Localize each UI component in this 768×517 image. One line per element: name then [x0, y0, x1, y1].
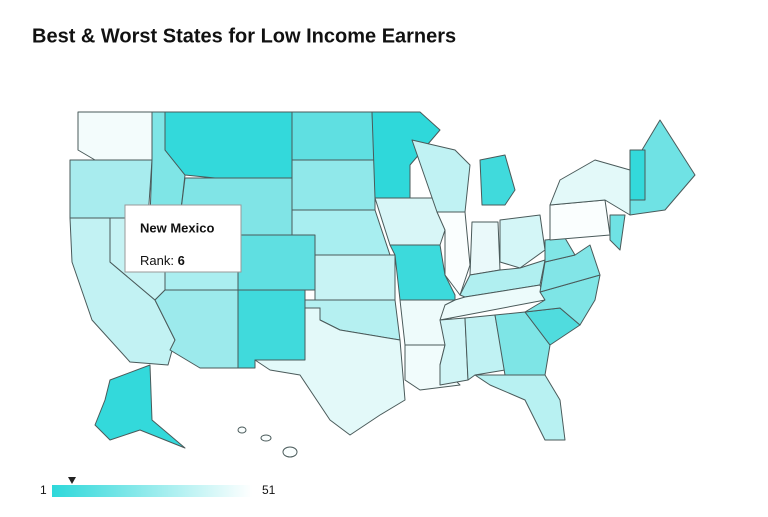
state[interactable] — [291, 159, 376, 211]
state[interactable] — [282, 446, 298, 458]
state[interactable] — [237, 426, 247, 434]
state[interactable] — [260, 434, 272, 442]
state[interactable] — [469, 221, 501, 276]
state[interactable] — [464, 314, 506, 381]
state[interactable] — [474, 374, 566, 441]
state[interactable] — [629, 119, 696, 216]
title: Best & Worst States for Low Income Earne… — [32, 25, 456, 47]
state[interactable] — [629, 149, 646, 201]
state[interactable] — [524, 274, 601, 326]
state[interactable] — [494, 311, 551, 376]
tooltip-rank: Rank: 6 — [140, 253, 185, 268]
rank-value: 6 — [178, 253, 185, 268]
state[interactable] — [479, 154, 516, 206]
state[interactable] — [411, 139, 471, 213]
state[interactable] — [549, 199, 611, 241]
state[interactable] — [439, 317, 469, 386]
state[interactable] — [254, 307, 406, 436]
state[interactable] — [291, 111, 376, 161]
state[interactable] — [164, 111, 293, 179]
legend: 1 51 — [40, 477, 276, 497]
rank-label: Rank: — [140, 253, 174, 268]
state[interactable] — [314, 254, 396, 301]
state[interactable] — [499, 214, 546, 269]
legend-min: 1 — [40, 483, 47, 497]
legend-max: 51 — [262, 483, 276, 497]
tooltip-state: New Mexico — [140, 220, 214, 235]
state[interactable] — [389, 244, 456, 301]
tooltip-box — [124, 204, 242, 273]
state[interactable] — [77, 111, 153, 161]
state[interactable] — [609, 214, 626, 251]
state[interactable] — [237, 289, 306, 369]
legend-marker — [68, 477, 76, 484]
us-states — [69, 111, 696, 458]
legend-gradient — [52, 485, 252, 497]
state[interactable] — [374, 197, 446, 246]
state[interactable] — [94, 364, 186, 449]
tooltip: New Mexico Rank: 6 — [124, 204, 242, 273]
state[interactable] — [237, 234, 316, 291]
